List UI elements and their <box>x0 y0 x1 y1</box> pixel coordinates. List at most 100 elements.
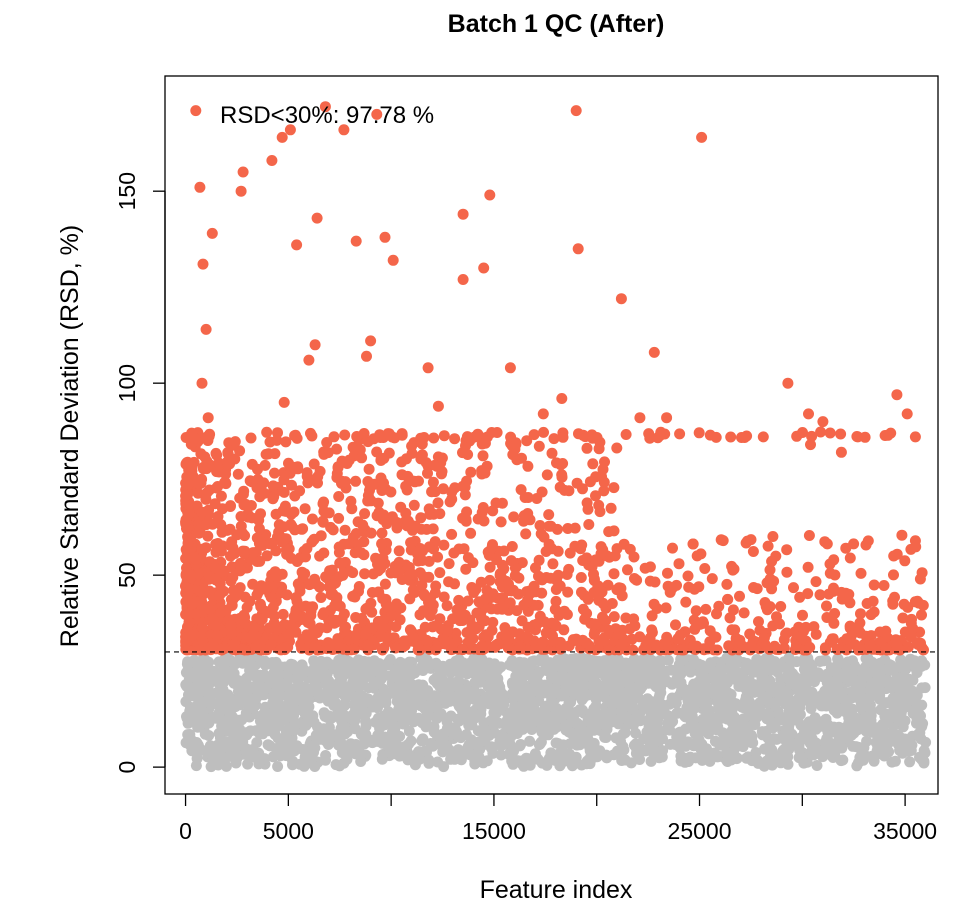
point-below-threshold <box>533 695 545 707</box>
point-below-threshold <box>817 700 829 712</box>
point-above-threshold <box>211 466 223 478</box>
point-below-threshold <box>415 695 427 707</box>
point-above-threshold <box>827 633 839 645</box>
point-above-threshold <box>180 490 192 502</box>
point-above-threshold <box>443 576 455 588</box>
point-above-threshold <box>182 586 194 598</box>
point-above-threshold <box>695 548 707 560</box>
point-below-threshold <box>621 711 632 723</box>
point-above-threshold <box>446 528 458 540</box>
point-below-threshold <box>355 674 366 686</box>
point-above-threshold <box>615 293 627 305</box>
point-above-threshold <box>511 454 523 466</box>
point-below-threshold <box>700 696 712 708</box>
point-below-threshold <box>509 716 521 728</box>
point-above-threshold <box>291 239 303 251</box>
point-above-threshold <box>238 485 250 497</box>
point-above-threshold <box>215 519 227 531</box>
point-below-threshold <box>714 668 726 680</box>
point-above-threshold <box>902 601 914 613</box>
point-below-threshold <box>557 746 569 758</box>
point-above-threshold <box>190 553 202 565</box>
point-below-threshold <box>226 710 238 722</box>
point-below-threshold <box>323 721 335 733</box>
point-above-threshold <box>196 622 208 634</box>
point-above-threshold <box>582 593 594 605</box>
point-below-threshold <box>425 738 437 749</box>
point-below-threshold <box>897 747 908 759</box>
point-above-threshold <box>400 453 412 465</box>
point-below-threshold <box>485 741 497 753</box>
point-above-threshold <box>303 354 315 366</box>
point-below-threshold <box>312 721 323 733</box>
point-above-threshold <box>359 508 371 520</box>
point-above-threshold <box>180 553 192 564</box>
point-above-threshold <box>880 643 892 655</box>
point-below-threshold <box>489 727 501 739</box>
point-above-threshold <box>289 524 301 536</box>
point-above-threshold <box>518 515 530 527</box>
point-below-threshold <box>916 717 928 729</box>
point-above-threshold <box>180 516 192 528</box>
point-below-threshold <box>752 755 764 767</box>
point-above-threshold <box>590 490 601 502</box>
point-below-threshold <box>560 724 572 736</box>
point-below-threshold <box>892 729 904 741</box>
point-above-threshold <box>620 429 632 440</box>
point-above-threshold <box>210 546 222 558</box>
point-above-threshold <box>434 567 446 579</box>
point-above-threshold <box>200 542 212 554</box>
point-above-threshold <box>477 502 489 513</box>
point-below-threshold <box>644 743 656 754</box>
point-above-threshold <box>441 625 453 637</box>
point-above-threshold <box>461 506 473 518</box>
point-below-threshold <box>790 676 802 688</box>
point-above-threshold <box>909 431 921 443</box>
point-below-threshold <box>398 658 410 670</box>
point-above-threshold <box>491 427 503 438</box>
point-above-threshold <box>203 642 215 654</box>
point-below-threshold <box>214 669 226 681</box>
point-below-threshold <box>530 706 542 718</box>
point-above-threshold <box>670 619 681 631</box>
point-below-threshold <box>655 700 667 712</box>
point-below-threshold <box>672 671 684 683</box>
point-above-threshold <box>305 427 316 439</box>
point-above-threshold <box>906 613 917 625</box>
point-below-threshold <box>245 725 256 737</box>
point-above-threshold <box>357 519 369 531</box>
y-tick-label: 0 <box>114 761 140 774</box>
point-above-threshold <box>457 644 469 656</box>
point-below-threshold <box>460 711 472 723</box>
point-above-threshold <box>620 612 632 624</box>
point-above-threshold <box>308 533 320 545</box>
point-above-threshold <box>537 408 549 420</box>
point-below-threshold <box>389 747 401 759</box>
point-above-threshold <box>465 527 477 539</box>
point-below-threshold <box>779 728 791 740</box>
point-above-threshold <box>235 564 247 576</box>
point-below-threshold <box>490 707 502 719</box>
point-above-threshold <box>350 475 362 487</box>
point-above-threshold <box>362 476 374 487</box>
point-above-threshold <box>533 440 545 452</box>
point-below-threshold <box>394 688 406 699</box>
point-below-threshold <box>742 722 754 734</box>
point-above-threshold <box>484 561 496 573</box>
point-above-threshold <box>844 620 856 632</box>
point-above-threshold <box>403 472 415 484</box>
point-above-threshold <box>855 567 867 579</box>
point-below-threshold <box>794 744 806 756</box>
point-below-threshold <box>320 750 332 761</box>
point-above-threshold <box>294 485 306 497</box>
point-above-threshold <box>522 492 534 503</box>
point-above-threshold <box>183 608 195 620</box>
point-below-threshold <box>404 752 416 764</box>
point-above-threshold <box>229 436 241 448</box>
point-above-threshold <box>385 567 397 579</box>
point-above-threshold <box>338 608 350 620</box>
point-above-threshold <box>608 525 620 537</box>
point-above-threshold <box>747 546 759 557</box>
point-above-threshold <box>673 558 685 570</box>
point-above-threshold <box>245 500 257 511</box>
